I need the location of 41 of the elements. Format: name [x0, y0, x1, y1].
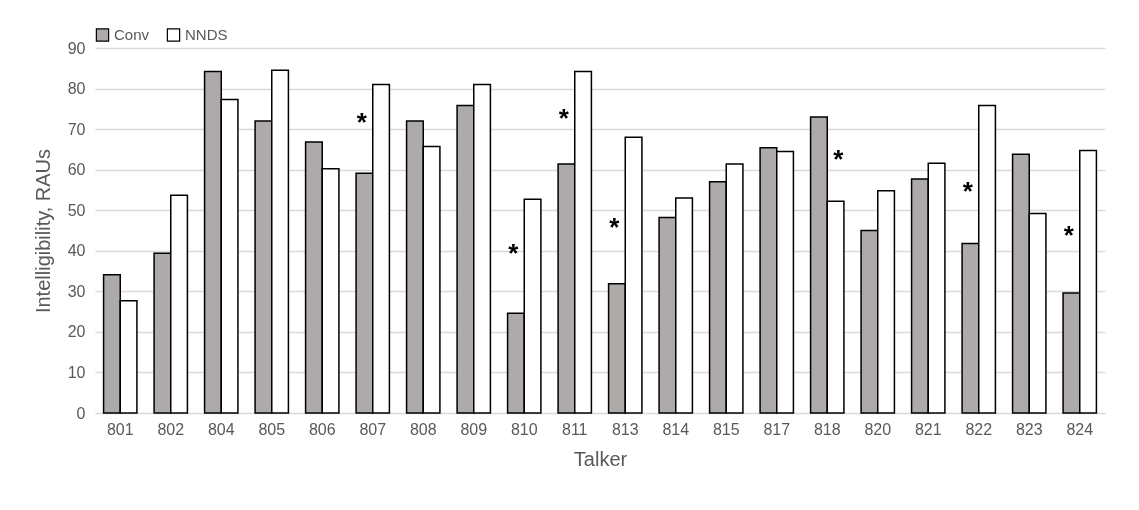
legend-label: NNDS	[185, 25, 228, 43]
x-tick-label: 810	[510, 420, 538, 438]
x-tick-label: 824	[1066, 420, 1094, 438]
y-tick-label: 90	[67, 39, 86, 57]
x-tick-label: 820	[864, 420, 892, 438]
x-tick-label: 817	[763, 420, 791, 438]
legend-label: Conv	[114, 25, 150, 43]
x-tick-label: 811	[561, 420, 588, 438]
x-tick-label: 804	[207, 420, 235, 438]
annotation: *	[833, 143, 845, 174]
x-tick-label: 823	[1015, 420, 1043, 438]
x-tick-label: 815	[712, 420, 740, 438]
annotation: *	[1063, 219, 1075, 250]
y-tick-label: 70	[67, 120, 86, 138]
x-tick-label: 806	[308, 420, 336, 438]
x-tick-label: 814	[662, 420, 690, 438]
x-tick-label: 808	[409, 420, 437, 438]
annotation: *	[356, 107, 368, 138]
y-tick-label: 60	[67, 161, 86, 179]
x-tick-label: 807	[359, 420, 387, 438]
x-tick-label: 809	[460, 420, 488, 438]
y-tick-label: 20	[67, 323, 86, 341]
y-tick-label: 40	[67, 242, 86, 260]
y-tick-label: 10	[67, 363, 86, 381]
annotation: *	[609, 212, 621, 243]
x-tick-label: 818	[813, 420, 841, 438]
x-tick-label: 813	[611, 420, 639, 438]
y-tick-label: 30	[67, 282, 86, 300]
y-tick-label: 80	[67, 80, 86, 98]
annotation: *	[558, 102, 570, 133]
y-tick-label: 50	[67, 201, 86, 219]
annotation: *	[962, 175, 974, 206]
annotation: *	[508, 237, 520, 268]
x-tick-label: 802	[157, 420, 185, 438]
x-tick-label: 801	[106, 420, 134, 438]
x-tick-label: 805	[258, 420, 286, 438]
x-axis-title: Talker	[573, 447, 628, 470]
y-tick-label: 0	[76, 404, 86, 422]
x-tick-label: 822	[965, 420, 993, 438]
x-tick-label: 821	[914, 420, 942, 438]
y-axis-title: Intelligibility, RAUs	[31, 148, 54, 314]
